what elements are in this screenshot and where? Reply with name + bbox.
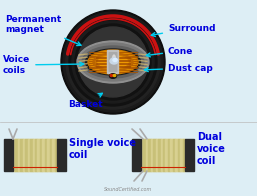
- Bar: [141, 139, 185, 171]
- Bar: [54, 139, 57, 171]
- Circle shape: [66, 15, 160, 109]
- Text: Dust cap: Dust cap: [144, 64, 213, 73]
- Bar: [182, 139, 185, 171]
- Bar: [143, 139, 146, 171]
- Bar: [180, 139, 182, 171]
- Bar: [146, 139, 148, 171]
- Bar: [50, 139, 52, 171]
- Bar: [15, 139, 18, 171]
- Circle shape: [61, 10, 165, 114]
- Bar: [47, 139, 50, 171]
- Bar: [52, 139, 54, 171]
- Circle shape: [78, 27, 148, 97]
- Text: Dual
voice
coil: Dual voice coil: [197, 132, 226, 166]
- Text: Surround: Surround: [151, 24, 216, 36]
- Bar: [4, 139, 13, 171]
- Bar: [57, 139, 66, 171]
- Bar: [178, 139, 180, 171]
- Ellipse shape: [77, 41, 149, 83]
- Text: SoundCertified.com: SoundCertified.com: [104, 187, 152, 192]
- Ellipse shape: [90, 51, 136, 73]
- Circle shape: [72, 21, 154, 103]
- Bar: [158, 139, 161, 171]
- Ellipse shape: [113, 55, 115, 63]
- Bar: [33, 139, 35, 171]
- Ellipse shape: [110, 74, 113, 76]
- Text: Basket: Basket: [68, 93, 103, 109]
- Bar: [151, 139, 153, 171]
- Ellipse shape: [88, 50, 138, 74]
- Text: Voice
coils: Voice coils: [3, 55, 84, 75]
- Ellipse shape: [79, 43, 147, 81]
- Ellipse shape: [93, 53, 133, 71]
- Bar: [42, 139, 45, 171]
- Ellipse shape: [98, 56, 128, 68]
- Bar: [25, 139, 28, 171]
- Bar: [185, 139, 194, 171]
- Ellipse shape: [82, 46, 144, 78]
- Bar: [40, 139, 42, 171]
- Bar: [170, 139, 173, 171]
- Bar: [161, 139, 163, 171]
- Bar: [45, 139, 47, 171]
- Bar: [38, 139, 40, 171]
- Ellipse shape: [96, 55, 130, 69]
- Bar: [148, 139, 151, 171]
- Bar: [163, 139, 166, 171]
- Bar: [173, 139, 175, 171]
- Circle shape: [75, 24, 151, 100]
- Bar: [175, 139, 178, 171]
- FancyBboxPatch shape: [107, 51, 118, 74]
- Bar: [13, 139, 15, 171]
- Ellipse shape: [109, 74, 116, 78]
- Text: Single voice
coil: Single voice coil: [69, 138, 136, 160]
- Bar: [20, 139, 23, 171]
- Bar: [153, 139, 156, 171]
- Bar: [132, 139, 141, 171]
- Bar: [168, 139, 170, 171]
- Bar: [156, 139, 158, 171]
- Text: Cone: Cone: [146, 46, 193, 57]
- Ellipse shape: [113, 58, 117, 62]
- Ellipse shape: [113, 74, 116, 76]
- Bar: [28, 139, 30, 171]
- Bar: [18, 139, 20, 171]
- FancyBboxPatch shape: [109, 53, 117, 71]
- Text: Permanent
magnet: Permanent magnet: [5, 15, 81, 45]
- Circle shape: [69, 18, 157, 106]
- Bar: [13, 139, 57, 171]
- Ellipse shape: [86, 49, 141, 75]
- Bar: [23, 139, 25, 171]
- Bar: [141, 139, 143, 171]
- Bar: [35, 139, 38, 171]
- Circle shape: [63, 12, 163, 112]
- Ellipse shape: [110, 58, 118, 64]
- Bar: [30, 139, 33, 171]
- Bar: [166, 139, 168, 171]
